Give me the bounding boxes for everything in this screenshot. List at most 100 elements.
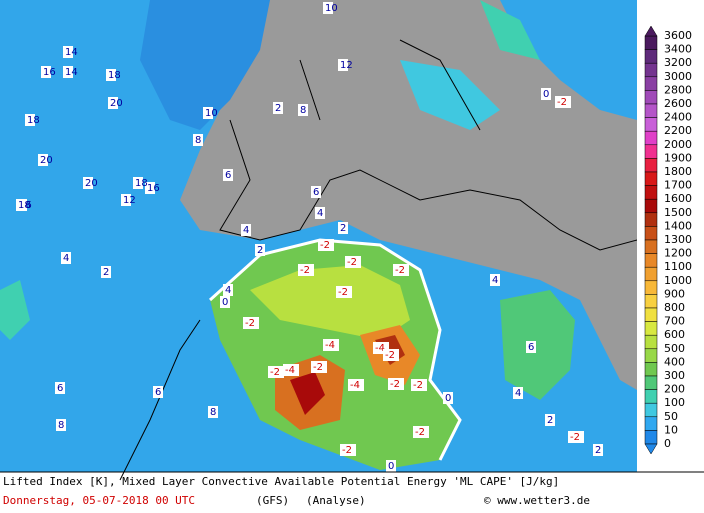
label-box	[336, 286, 352, 298]
legend-label: 3000	[664, 70, 692, 83]
map-cape	[400, 60, 500, 130]
legend-label: 100	[664, 396, 685, 409]
contour-label: 8	[300, 105, 306, 116]
label-box	[298, 264, 314, 276]
label-box	[555, 96, 571, 108]
label-box	[323, 2, 333, 14]
contour-label: -2	[347, 257, 357, 268]
label-box	[101, 266, 111, 278]
label-box	[348, 379, 364, 391]
contour-label: 20	[110, 98, 123, 109]
contour-label: 18	[18, 200, 31, 211]
label-box	[153, 386, 163, 398]
contour-label: -2	[338, 287, 348, 298]
contour-label: 10	[325, 3, 338, 14]
legend-label: 1700	[664, 179, 692, 192]
label-box	[386, 460, 396, 472]
contour-label: 14	[65, 47, 78, 58]
label-box	[568, 431, 584, 443]
label-box	[16, 199, 26, 211]
contour-label: 16	[147, 183, 160, 194]
contour-label: -2	[557, 97, 567, 108]
legend-band	[644, 239, 658, 254]
contour-label: 4	[515, 388, 521, 399]
contour-label: -2	[300, 265, 310, 276]
legend-label: 1800	[664, 165, 692, 178]
label-box	[220, 296, 230, 308]
legend-band	[644, 185, 658, 200]
contour-labels: 1416141820182016201816121810864212108642…	[16, 2, 603, 472]
legend-label: 0	[664, 437, 671, 450]
contour-label: -2	[342, 445, 352, 456]
label-box	[56, 419, 66, 431]
contour-label: 4	[225, 285, 231, 296]
contour-label: 8	[195, 135, 201, 146]
legend-band	[644, 348, 658, 363]
map-blue	[500, 0, 637, 120]
label-box	[208, 406, 218, 418]
label-box	[223, 169, 233, 181]
legend-band	[644, 362, 658, 377]
contour-label: 12	[123, 195, 136, 206]
footer-model: (GFS)	[256, 494, 289, 507]
legend-cap	[644, 25, 658, 37]
contour-label: 4	[492, 275, 498, 286]
contour-label: 6	[57, 383, 63, 394]
label-box	[443, 392, 453, 404]
contour-label: 6	[155, 387, 161, 398]
legend-label: 1400	[664, 219, 692, 232]
legend-band	[644, 171, 658, 186]
legend-band	[644, 430, 658, 445]
map-cape	[290, 372, 325, 415]
label-box	[490, 274, 500, 286]
legend-cap	[644, 443, 658, 455]
contour-label: -2	[313, 362, 323, 373]
label-box	[315, 207, 325, 219]
map-cape	[250, 265, 410, 340]
legend-label: 2200	[664, 124, 692, 137]
label-box	[513, 387, 523, 399]
label-box	[393, 264, 409, 276]
map-cape	[480, 0, 540, 60]
contour-label: 6	[528, 342, 534, 353]
label-box	[273, 102, 283, 114]
contour-label: 2	[275, 103, 281, 114]
contour-label: 2	[547, 415, 553, 426]
contour-label: 2	[257, 245, 263, 256]
legend-band	[644, 334, 658, 350]
legend-label: 1500	[664, 206, 692, 219]
label-box	[61, 252, 71, 264]
legend-band	[644, 253, 658, 268]
footer-title: Lifted Index [K], Mixed Layer Convective…	[3, 475, 559, 488]
zero-contour	[208, 238, 462, 461]
legend-band	[644, 158, 658, 173]
legend-band	[644, 130, 658, 146]
legend-label: 2400	[664, 111, 692, 124]
contour-label: 18	[27, 115, 40, 126]
contour-label: -2	[415, 427, 425, 438]
contour-label: 4	[63, 253, 69, 264]
legend-label: 10	[664, 423, 678, 436]
contour-label: -4	[350, 380, 360, 391]
legend: 3600340032003000280026002400220020001900…	[644, 25, 692, 455]
legend-band	[644, 49, 658, 64]
contour-label: 10	[205, 108, 218, 119]
label-box	[338, 222, 348, 234]
label-box	[243, 317, 259, 329]
contour-label: 0	[445, 393, 451, 404]
legend-band	[644, 103, 658, 118]
legend-band	[644, 198, 658, 214]
map-blue	[140, 0, 270, 130]
contour-label: -2	[320, 240, 330, 251]
legend-label: 300	[664, 369, 685, 382]
legend-label: 400	[664, 355, 685, 368]
label-box	[145, 182, 155, 194]
legend-label: 2800	[664, 83, 692, 96]
contour-label: 2	[103, 267, 109, 278]
label-box	[63, 46, 73, 58]
map-low-cape	[0, 0, 637, 472]
footer-credit: © www.wetter3.de	[484, 494, 590, 507]
label-box	[63, 66, 73, 78]
label-box	[241, 224, 251, 236]
contour-label: 6	[313, 187, 319, 198]
